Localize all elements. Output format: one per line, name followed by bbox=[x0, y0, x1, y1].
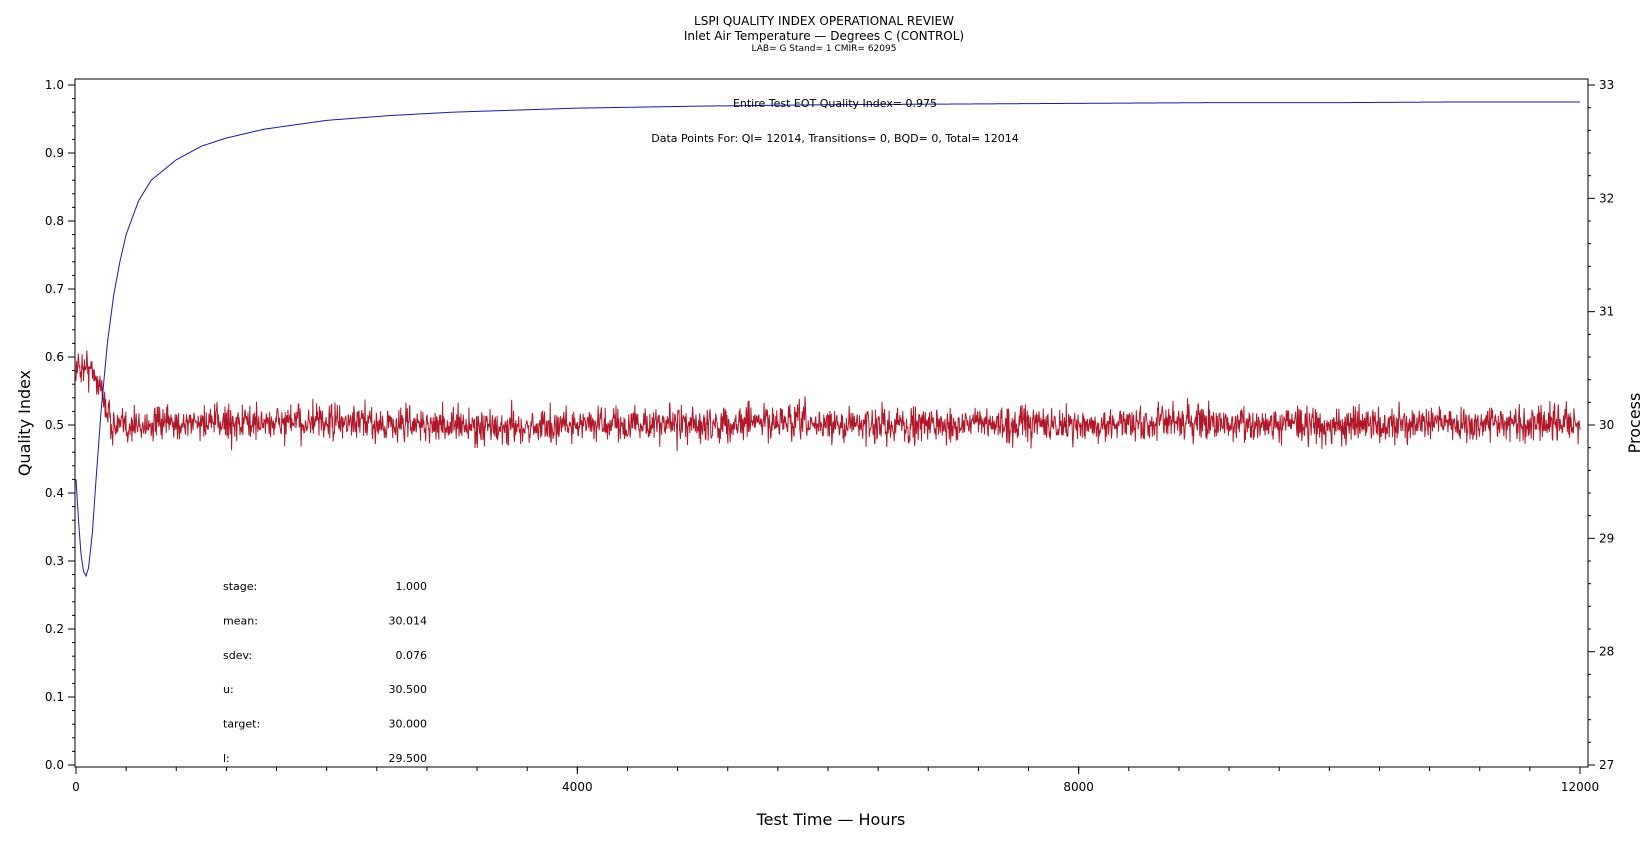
stat-value: 30.000 bbox=[389, 718, 428, 731]
y-tick-label-left: 0.8 bbox=[45, 214, 64, 228]
chart-subtitle: Inlet Air Temperature — Degrees C (CONTR… bbox=[683, 29, 965, 43]
chart-subsubtitle: LAB= G Stand= 1 CMIR= 62095 bbox=[751, 44, 897, 54]
y-tick-label-left: 0.0 bbox=[45, 758, 64, 772]
y-tick-label-right: 28 bbox=[1599, 645, 1614, 659]
plot-frame bbox=[74, 78, 1589, 768]
stat-value: 30.500 bbox=[389, 683, 428, 696]
x-tick-label: 0 bbox=[72, 780, 80, 794]
stat-value: 1.000 bbox=[396, 580, 428, 593]
stat-value: 30.014 bbox=[389, 614, 428, 627]
y-tick-label-right: 31 bbox=[1599, 305, 1614, 319]
stats-block: stage: 1.000 mean: 30.014 sdev: 0.076 u: 30.500… bbox=[223, 580, 427, 765]
stat-value: 0.076 bbox=[396, 649, 428, 662]
series-group bbox=[75, 101, 1581, 578]
stat-label: sdev: bbox=[223, 649, 252, 662]
x-tick-label: 8000 bbox=[1063, 780, 1094, 794]
y-tick-label-left: 1.0 bbox=[45, 78, 64, 92]
y-tick-label-left: 0.1 bbox=[45, 690, 64, 704]
quality-index-series-line bbox=[75, 101, 1580, 578]
chart-title: LSPI QUALITY INDEX OPERATIONAL REVIEW bbox=[694, 14, 954, 28]
y-tick-label-right: 30 bbox=[1599, 418, 1614, 432]
y-tick-label-left: 0.6 bbox=[45, 350, 64, 364]
stat-label: l: bbox=[223, 752, 230, 765]
y-tick-label-left: 0.7 bbox=[45, 282, 64, 296]
y-tick-label-left: 0.4 bbox=[45, 486, 64, 500]
stat-label: stage: bbox=[223, 580, 257, 593]
y-tick-label-right: 32 bbox=[1599, 191, 1614, 205]
eot-annotation: Entire Test EOT Quality Index= 0.975 bbox=[733, 97, 937, 110]
stat-label: u: bbox=[223, 683, 234, 696]
y-tick-label-left: 0.9 bbox=[45, 146, 64, 160]
y-axis-label-right: Process bbox=[1625, 393, 1644, 454]
process-series-line bbox=[75, 350, 1581, 452]
stat-value: 29.500 bbox=[389, 752, 428, 765]
x-tick-label: 12000 bbox=[1561, 780, 1599, 794]
y-axis-label-left: Quality Index bbox=[15, 370, 34, 476]
stat-label: target: bbox=[223, 718, 260, 731]
stat-label: mean: bbox=[223, 614, 258, 627]
y-tick-label-right: 33 bbox=[1599, 78, 1614, 92]
y-tick-label-right: 27 bbox=[1599, 758, 1614, 772]
y-tick-label-right: 29 bbox=[1599, 531, 1614, 545]
x-axis-label: Test Time — Hours bbox=[756, 810, 906, 829]
points-annotation: Data Points For: QI= 12014, Transitions=… bbox=[651, 132, 1019, 145]
x-tick-label: 4000 bbox=[562, 780, 593, 794]
y-tick-label-left: 0.2 bbox=[45, 622, 64, 636]
axis-ticks: 0.0 0.1 0.2 0.3 0.4 0.5 0.6 0.7 0.8 0.9 1.0 27 28 29 3… bbox=[45, 78, 1614, 794]
y-tick-label-left: 0.3 bbox=[45, 554, 64, 568]
y-tick-label-left: 0.5 bbox=[45, 418, 64, 432]
